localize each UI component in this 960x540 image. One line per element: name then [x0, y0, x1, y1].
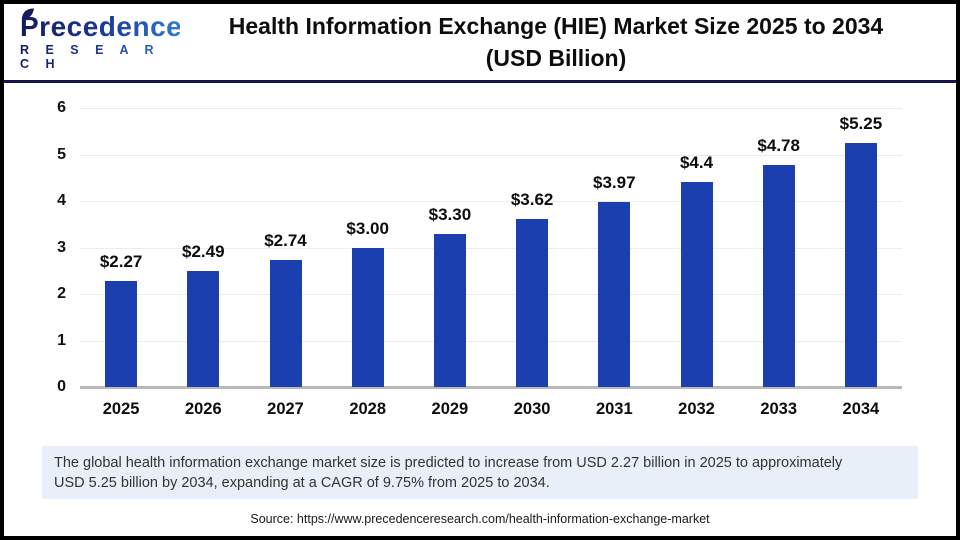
y-axis-tick-label: 5 [57, 145, 66, 163]
page-title-line2: (USD Billion) [485, 45, 627, 71]
x-axis-line [80, 386, 902, 389]
bar-value-label: $3.62 [510, 189, 554, 209]
logo-subtitle: R E S E A R C H [20, 43, 180, 71]
x-axis-label: 2031 [595, 400, 633, 418]
x-axis-label: 2027 [267, 400, 304, 418]
bar-2034 [844, 142, 877, 387]
x-axis-label: 2028 [349, 400, 387, 418]
header: Precedence R E S E A R C H Health Inform… [4, 4, 956, 80]
gridline [80, 294, 902, 295]
y-axis-tick-label: 3 [57, 238, 66, 256]
bar-2031 [598, 202, 631, 387]
bar-value-label: $3.00 [346, 218, 389, 238]
bar-2027 [269, 259, 302, 387]
y-axis-tick-label: 1 [57, 331, 66, 349]
header-divider [4, 80, 956, 83]
page-title-line1: Health Information Exchange (HIE) Market… [228, 13, 884, 39]
logo-wordmark: Precedence [20, 11, 183, 42]
bar-2028 [351, 247, 384, 387]
bar-2025 [105, 281, 138, 387]
summary-text-line2: USD 5.25 billion by 2034, expanding at a… [54, 475, 550, 491]
x-axis-label: 2029 [431, 400, 469, 418]
bar-value-label: $3.30 [428, 204, 472, 224]
y-axis-tick-label: 0 [57, 378, 66, 395]
y-axis-tick-label: 2 [57, 285, 66, 302]
x-axis-label: 2033 [760, 400, 798, 418]
gridline [80, 108, 902, 109]
bar-2030 [516, 218, 549, 387]
bar-value-label: $5.25 [839, 113, 883, 133]
bar-2033 [762, 164, 795, 387]
x-axis-label: 2026 [184, 400, 222, 418]
source-attribution: Source: https://www.precedenceresearch.c… [250, 512, 710, 526]
bar-2029 [433, 233, 466, 387]
summary-text-line1: The global health information exchange m… [54, 455, 843, 471]
y-axis-tick-label: 6 [57, 99, 66, 116]
gridline [80, 201, 902, 202]
x-axis-label: 2025 [102, 400, 140, 418]
x-axis-label: 2032 [678, 400, 715, 418]
bar-value-label: $4.4 [679, 153, 714, 173]
page-title: Health Information Exchange (HIE) Market… [164, 10, 948, 74]
bar-chart-plot-area: 0 1 2 3 4 5 6 $2.27 2025 $2.49 2026 $2.74 2027 $3.00 2… [57, 99, 902, 418]
bar-2026 [187, 271, 220, 387]
precedence-research-logo: Precedence R E S E A R C H [20, 8, 183, 71]
gridline [80, 154, 902, 156]
bar-value-label: $2.74 [264, 230, 307, 250]
x-axis-label: 2034 [842, 400, 880, 418]
bar-value-label: $2.49 [182, 242, 225, 262]
gridline [80, 340, 902, 342]
bar-value-label: $2.27 [99, 252, 143, 272]
gridline [80, 247, 902, 249]
bar-value-label: $3.97 [593, 173, 636, 193]
leaf-icon [21, 7, 35, 25]
x-axis-label: 2030 [513, 400, 551, 418]
y-axis-tick-label: 4 [57, 192, 66, 209]
bar-value-label: $4.78 [757, 135, 800, 155]
bar-2032 [680, 182, 713, 387]
summary-callout: The global health information exchange m… [42, 446, 918, 499]
